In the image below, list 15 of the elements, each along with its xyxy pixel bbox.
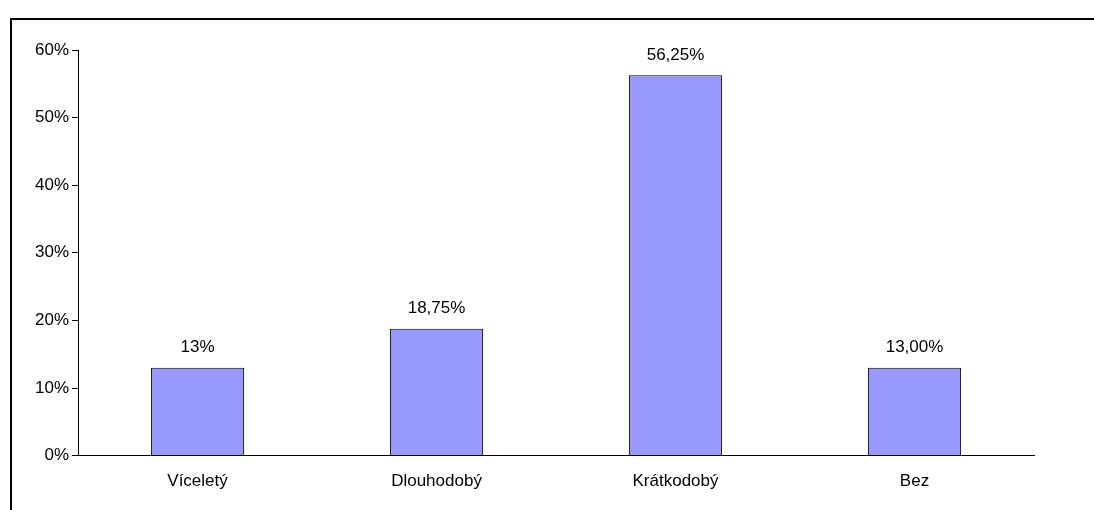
y-tick-label: 10% (34, 377, 70, 397)
data-label: 13,00% (885, 336, 944, 356)
y-tick-label: 0% (44, 445, 70, 465)
x-tick-label: Bez (899, 471, 930, 491)
y-tick-label: 20% (34, 310, 70, 330)
data-label: 18,75% (407, 298, 466, 318)
y-tick-label: 50% (34, 107, 70, 127)
x-tick-label: Krátkodobý (632, 471, 720, 491)
y-tick-label: 30% (34, 242, 70, 262)
y-tick-label: 60% (34, 39, 70, 59)
x-tick-label: Víceletý (167, 471, 229, 491)
data-label: 13% (180, 336, 215, 356)
data-label: 56,25% (646, 44, 705, 64)
y-tick-label: 40% (34, 174, 70, 194)
x-tick-label: Dlouhodobý (391, 471, 483, 491)
